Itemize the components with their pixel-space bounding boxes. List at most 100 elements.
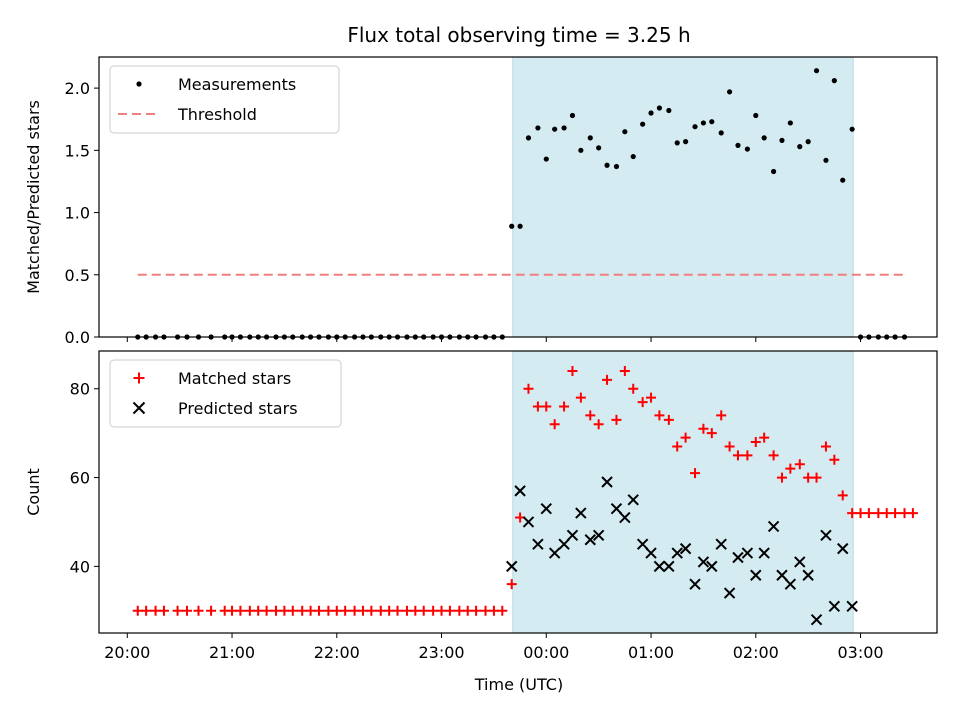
- data-point: [150, 605, 161, 616]
- data-point: [750, 437, 761, 448]
- data-point: [454, 605, 465, 616]
- data-point: [794, 459, 805, 470]
- data-point: [471, 605, 482, 616]
- data-point: [287, 605, 298, 616]
- data-point: [569, 112, 576, 119]
- data-point: [514, 485, 526, 497]
- y-tick-label: 1.0: [65, 204, 90, 223]
- data-point: [567, 365, 578, 376]
- data-point: [645, 547, 657, 559]
- data-point: [750, 569, 762, 581]
- data-point: [794, 556, 806, 568]
- data-point: [709, 119, 715, 125]
- data-point: [596, 145, 602, 151]
- data-point: [535, 125, 541, 131]
- data-point: [823, 157, 829, 163]
- data-point: [672, 441, 683, 452]
- y-tick-label: 0.5: [65, 266, 90, 285]
- y-tick-label: 80: [70, 380, 90, 399]
- data-point: [735, 142, 741, 148]
- data-point: [604, 162, 610, 168]
- data-point: [899, 508, 910, 519]
- data-point: [732, 450, 743, 461]
- data-point: [697, 556, 710, 568]
- x-tick-label: 22:00: [314, 643, 360, 662]
- y-tick-label: 2.0: [65, 79, 90, 98]
- data-point: [627, 494, 639, 506]
- data-point: [863, 508, 874, 519]
- data-point: [654, 410, 665, 421]
- data-point: [613, 163, 620, 170]
- x-tick-label: 23:00: [418, 643, 464, 662]
- data-point: [724, 441, 735, 452]
- data-point: [619, 365, 630, 376]
- data-point: [410, 605, 421, 616]
- data-point: [744, 146, 751, 152]
- data-point: [820, 441, 831, 452]
- data-point: [375, 605, 386, 616]
- data-point: [558, 538, 570, 550]
- legend-swatch: [132, 401, 146, 415]
- legend-box: [109, 359, 342, 428]
- data-point: [837, 542, 849, 555]
- data-point: [593, 419, 604, 430]
- data-point: [715, 538, 727, 550]
- data-point: [656, 105, 663, 111]
- data-point: [758, 547, 770, 559]
- data-point: [849, 126, 855, 132]
- data-point: [759, 432, 770, 443]
- data-point: [689, 578, 701, 590]
- x-tick-label: 02:00: [733, 643, 779, 662]
- data-point: [637, 397, 648, 408]
- data-point: [418, 605, 429, 616]
- data-point: [525, 135, 532, 141]
- data-point: [141, 605, 152, 616]
- legend-label: Threshold: [177, 105, 257, 124]
- observing-window: [512, 56, 854, 338]
- data-point: [640, 121, 646, 127]
- data-point: [523, 383, 534, 394]
- data-point: [797, 144, 803, 150]
- data-point: [666, 107, 672, 114]
- data-point: [636, 538, 649, 550]
- top-panel: 0.0 0.5 1.0 1.5 2.0 Matched/Predicted stars Me…: [24, 56, 938, 347]
- data-point: [611, 414, 622, 425]
- data-point: [674, 140, 680, 146]
- data-point: [671, 547, 683, 559]
- series-measurements: [135, 68, 908, 340]
- legend-label: Matched stars: [178, 369, 291, 388]
- data-point: [323, 605, 334, 616]
- data-point: [575, 392, 586, 403]
- series-matched-stars: [132, 365, 918, 616]
- data-point: [716, 410, 727, 421]
- data-point: [732, 551, 744, 564]
- y-axis-label: Matched/Predicted stars: [24, 100, 43, 294]
- y-tick-label: 1.5: [65, 141, 90, 160]
- data-point: [436, 605, 447, 616]
- legend-box: [109, 65, 340, 134]
- bottom-panel: 40 60 80 20:00 21:00 22:00 23:00 00:00 01:00 02:0…: [24, 350, 938, 662]
- data-point: [873, 508, 884, 519]
- data-point: [628, 383, 639, 394]
- data-point: [297, 605, 308, 616]
- data-point: [279, 605, 290, 616]
- data-point: [831, 78, 837, 84]
- data-point: [753, 112, 759, 119]
- data-point: [357, 605, 368, 616]
- data-point: [723, 587, 736, 599]
- data-point: [820, 529, 832, 542]
- data-point: [805, 139, 811, 145]
- data-point: [552, 126, 558, 132]
- data-point: [480, 605, 491, 616]
- data-point: [890, 508, 901, 519]
- data-point: [683, 139, 689, 145]
- data-point: [837, 490, 848, 501]
- x-tick-label: 21:00: [209, 643, 255, 662]
- x-tick-label: 00:00: [523, 643, 569, 662]
- data-point: [305, 605, 316, 616]
- data-point: [158, 605, 169, 616]
- data-point: [779, 137, 785, 143]
- data-point: [630, 153, 636, 160]
- x-tick-label: 03:00: [837, 643, 883, 662]
